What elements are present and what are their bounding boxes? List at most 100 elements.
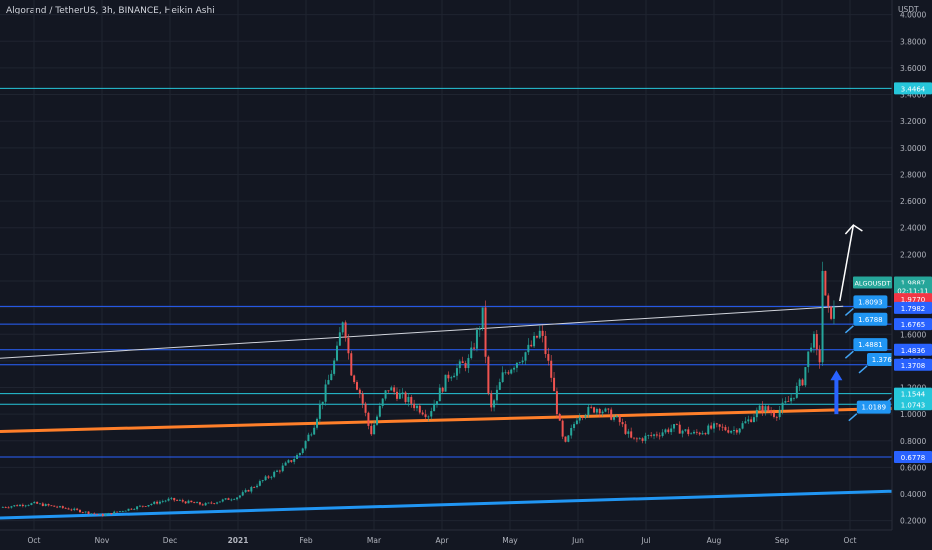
chart-title: Algorand / TetherUS, 3h, BINANCE, Heikin… <box>6 6 215 16</box>
candle-body <box>56 506 59 508</box>
candle-body <box>755 409 758 418</box>
candle-body <box>187 500 190 504</box>
candle-body <box>750 419 753 423</box>
last-price-label: 1.9887 <box>901 279 926 287</box>
price-label-box <box>894 318 932 331</box>
candle-body <box>570 427 573 436</box>
candle-body <box>256 485 259 488</box>
price-label-box <box>894 343 932 356</box>
candle-body <box>798 379 801 387</box>
candle-body <box>216 502 219 504</box>
candle-body <box>13 505 16 507</box>
candle-body <box>738 428 741 433</box>
candle-body <box>178 500 181 501</box>
candle-body <box>747 419 750 422</box>
candle-body <box>795 386 798 398</box>
candle-body <box>124 510 127 512</box>
candle-body <box>113 511 116 515</box>
candle-body <box>718 424 721 427</box>
candle-body <box>772 412 775 417</box>
candle-body <box>667 429 670 433</box>
time-tick-label: Feb <box>299 536 313 545</box>
candle-body <box>758 405 761 410</box>
price-tick-label: 3.4000 <box>900 91 926 100</box>
price-label: 1.7982 <box>901 305 926 313</box>
candle-body <box>807 351 810 368</box>
candle-body <box>84 511 87 513</box>
candle-body <box>401 392 404 394</box>
candle-body <box>681 430 684 434</box>
candle-body <box>458 361 461 369</box>
candle-body <box>541 330 544 336</box>
candle-body <box>393 387 396 392</box>
candle-body <box>630 431 633 438</box>
candle-body <box>373 424 376 435</box>
candle-body <box>653 434 656 436</box>
callout-pointer <box>848 413 858 422</box>
callout-box <box>853 312 888 326</box>
candle-body <box>538 330 541 338</box>
candle-body <box>564 436 567 442</box>
candle-body <box>767 406 770 412</box>
candle-body <box>398 393 401 399</box>
candle-body <box>761 405 764 412</box>
callout-pointer <box>844 325 854 334</box>
candle-body <box>336 345 339 361</box>
candle-body <box>524 352 527 361</box>
candle-body <box>644 435 647 441</box>
candle-body <box>210 502 213 504</box>
candle-body <box>687 429 690 435</box>
candle-body <box>595 408 598 413</box>
time-tick-label: Sep <box>775 536 789 545</box>
candle-body <box>158 501 161 504</box>
candle-body <box>1 507 4 508</box>
candle-body <box>587 406 590 416</box>
candle-body <box>7 507 10 509</box>
candle-body <box>678 424 681 434</box>
candle-body <box>156 501 159 504</box>
candle-body <box>153 501 156 504</box>
candle-body <box>364 403 367 413</box>
candle-body <box>615 415 618 417</box>
candle-body <box>316 418 319 428</box>
candle-body <box>304 441 307 449</box>
candle-body <box>44 504 47 507</box>
candle-body <box>76 508 79 510</box>
candle-body <box>438 387 441 402</box>
candle-body <box>344 322 347 339</box>
candle-body <box>321 401 324 406</box>
candle-body <box>698 432 701 435</box>
price-label: 1.0743 <box>901 401 926 409</box>
trend-lines <box>0 305 932 520</box>
time-axis: Oct Nov Dec 2021 Feb Mar Apr May Jun Jul Aug Sep Oct <box>0 529 892 545</box>
candle-body <box>664 429 667 433</box>
candle-body <box>607 408 610 410</box>
callout-label: 1.8093 <box>858 298 883 306</box>
candle-body <box>361 393 364 404</box>
candle-body <box>375 416 378 425</box>
candle-body <box>770 411 773 413</box>
candle-body <box>473 347 476 349</box>
candle-body <box>493 400 496 408</box>
price-tick-label: 3.2000 <box>900 117 926 126</box>
candle-body <box>450 377 453 379</box>
candle-body <box>127 508 130 511</box>
candle-body <box>752 417 755 423</box>
candle-body <box>101 514 104 516</box>
candle-body <box>181 500 184 502</box>
candle-body <box>244 490 247 493</box>
candle-body <box>730 430 733 433</box>
callout-label: 1.6788 <box>858 316 883 324</box>
candle-body <box>824 270 827 296</box>
candle-body <box>695 431 698 433</box>
price-tick-label: 0.2000 <box>900 517 926 526</box>
price-tick-label: 2.6000 <box>900 197 926 206</box>
price-tick-label: 2.8000 <box>900 170 926 179</box>
candle-body <box>333 360 336 374</box>
candle-body <box>164 500 167 502</box>
candle-body <box>236 497 239 500</box>
symbol-label-box <box>853 276 892 289</box>
candle-body <box>455 368 458 376</box>
